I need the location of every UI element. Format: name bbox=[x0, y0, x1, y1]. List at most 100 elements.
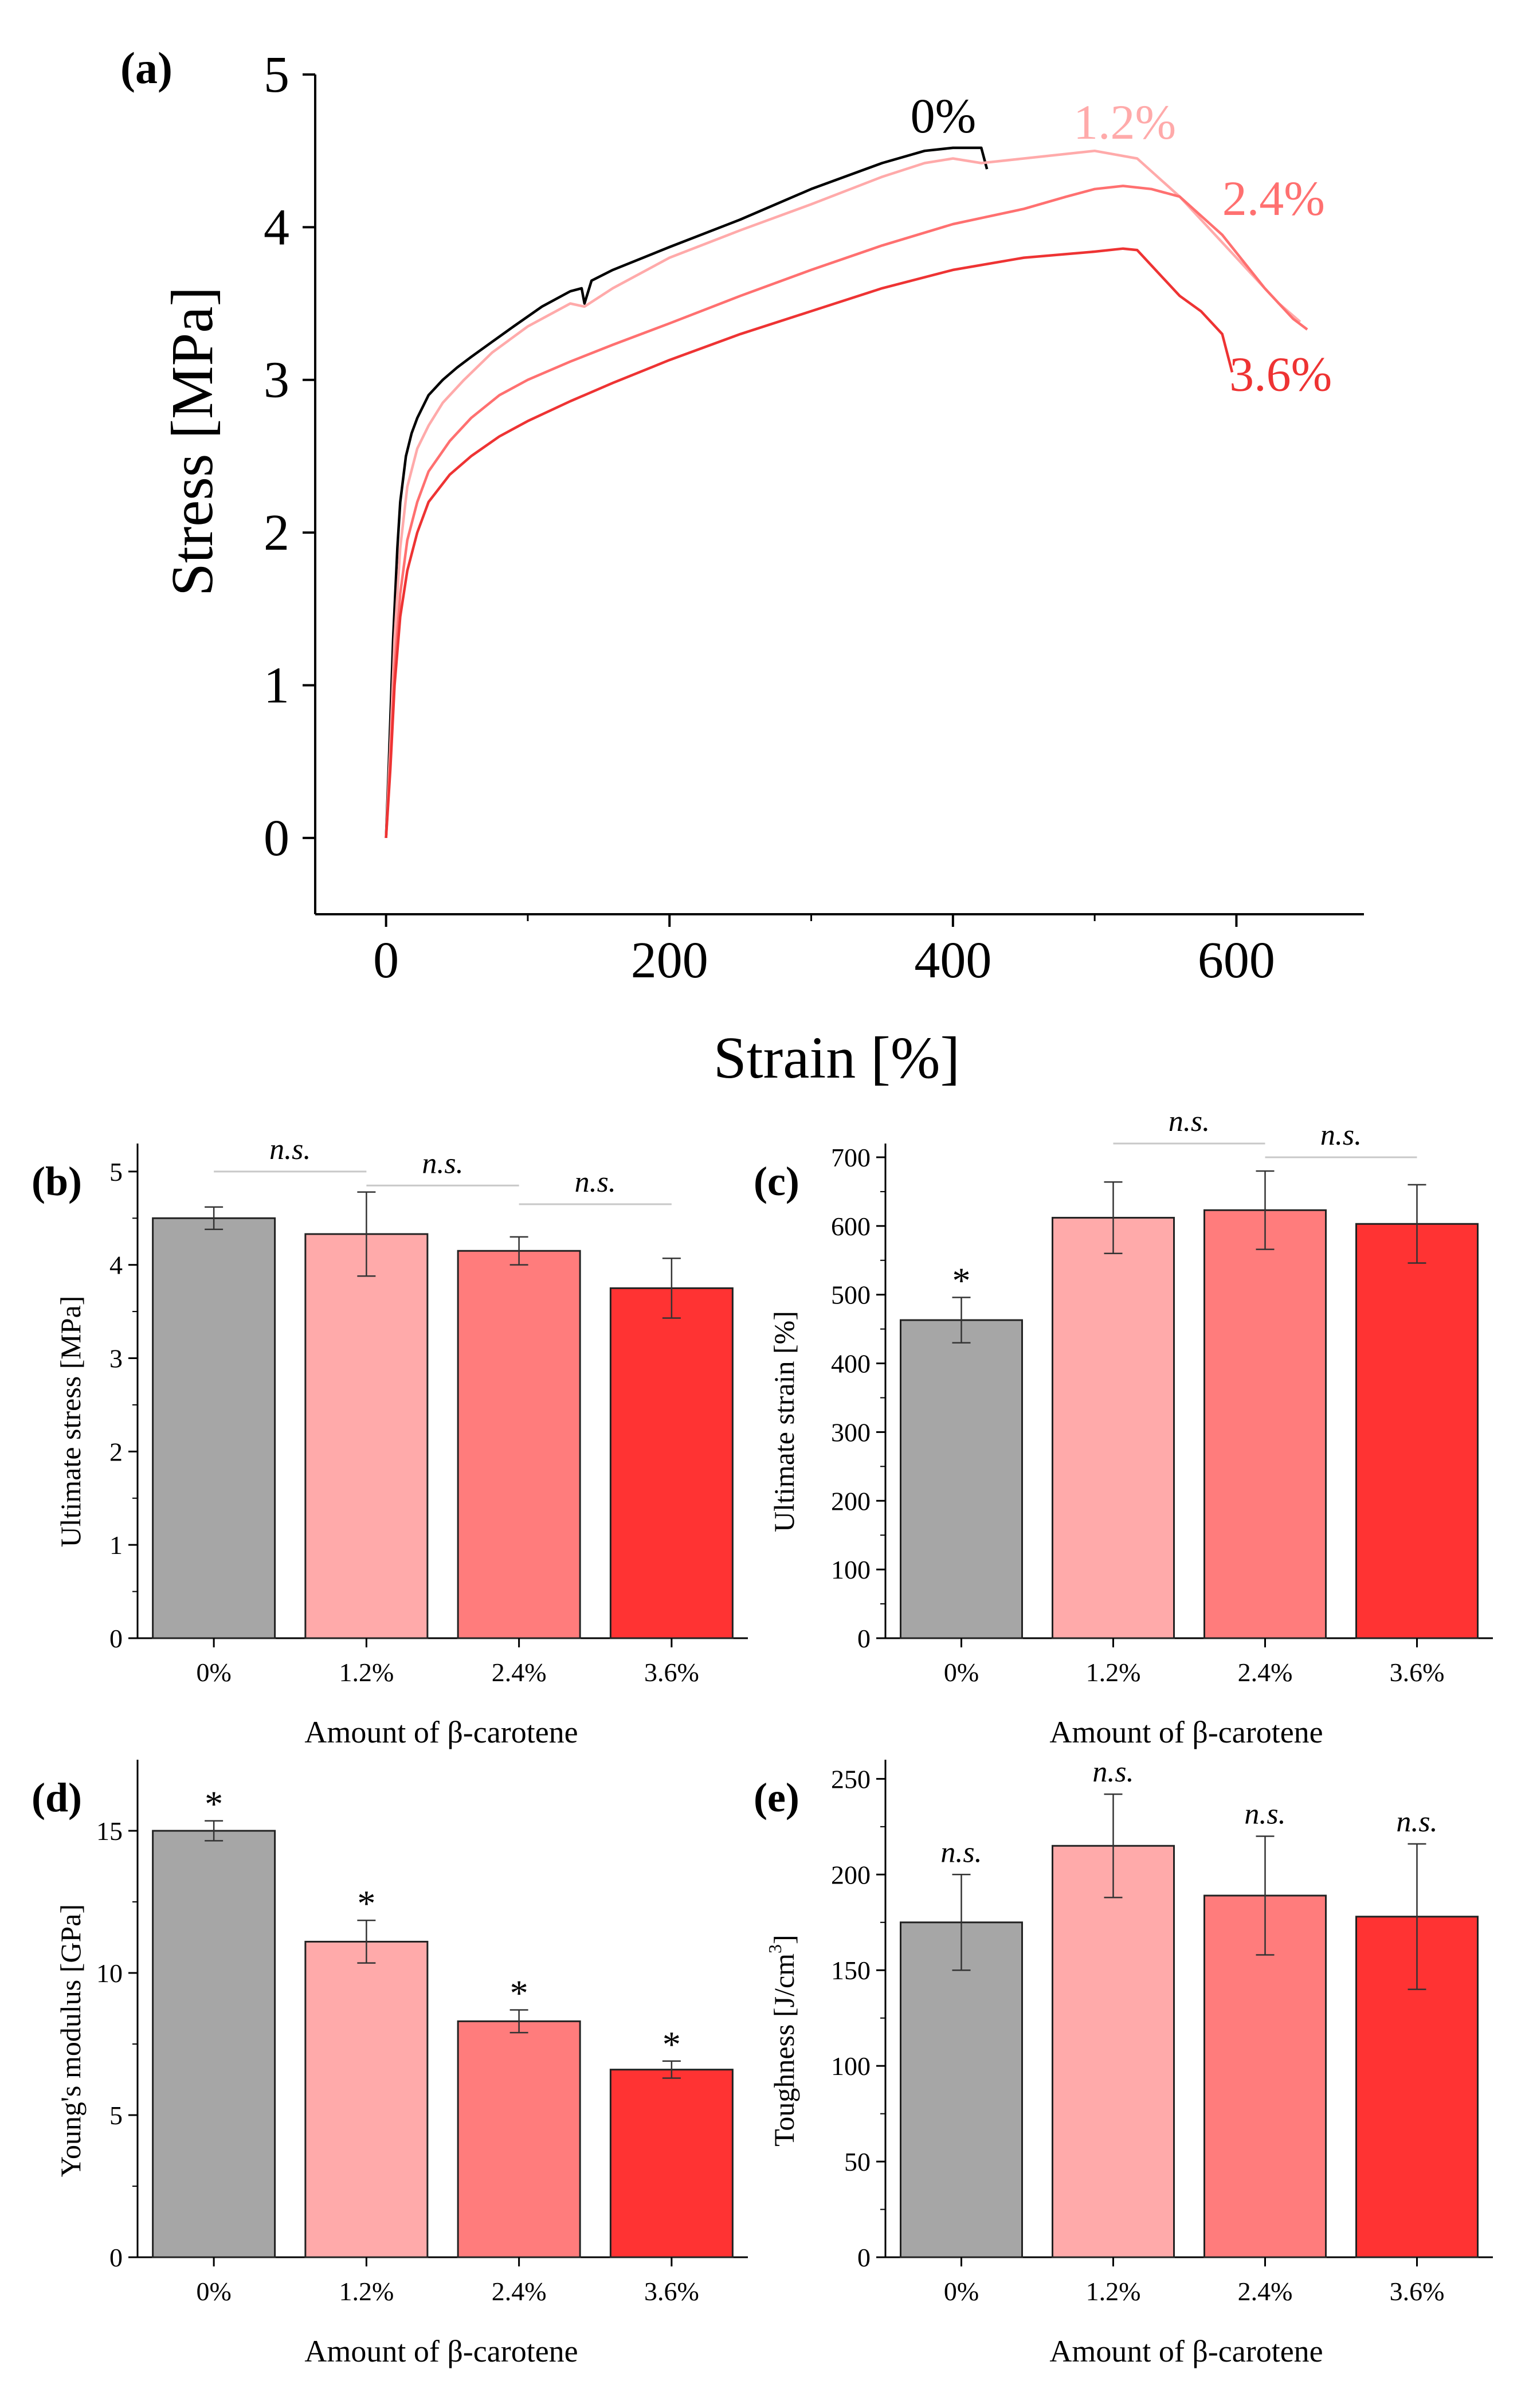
significance-star: * bbox=[952, 1260, 971, 1301]
x-tick-label: 2.4% bbox=[492, 2277, 547, 2306]
y-tick-label: 2 bbox=[109, 1437, 123, 1466]
bar bbox=[900, 1921, 1023, 2258]
panel-d-y-label: Young's modulus [GPa] bbox=[54, 1904, 87, 2177]
y-tick-label: 0 bbox=[264, 810, 289, 867]
y-tick-label: 5 bbox=[109, 2101, 123, 2130]
y-tick-label: 600 bbox=[831, 1212, 871, 1241]
y-tick-label: 50 bbox=[844, 2147, 871, 2176]
ns-annotation: n.s. bbox=[1169, 1105, 1210, 1138]
x-tick-label: 1.2% bbox=[1086, 1658, 1141, 1687]
x-tick-label: 0% bbox=[196, 1658, 231, 1687]
bar bbox=[1355, 1223, 1479, 1639]
ns-annotation: n.s. bbox=[940, 1836, 982, 1869]
bar bbox=[609, 2069, 734, 2258]
x-tick-label: 600 bbox=[1198, 932, 1275, 989]
x-tick-label: 3.6% bbox=[1390, 1658, 1445, 1687]
x-tick-label: 0% bbox=[196, 2277, 231, 2306]
y-tick-label: 3 bbox=[109, 1344, 123, 1373]
panel-c-x-label: Amount of β-carotene bbox=[1049, 1715, 1323, 1749]
y-tick-label: 400 bbox=[831, 1349, 871, 1379]
y-tick-label: 100 bbox=[831, 2051, 871, 2081]
panel-e-y-label-main: Toughness [J/cm bbox=[768, 1953, 800, 2147]
x-tick-label: 0% bbox=[944, 2277, 979, 2306]
panel-d-plot: 0 5 10 15 0% 1.2% 2.4% 3.6% * * * * bbox=[96, 1760, 748, 2306]
y-tick-label: 5 bbox=[109, 1157, 123, 1187]
stress-strain-curve bbox=[385, 146, 989, 838]
y-tick-label: 3 bbox=[264, 352, 289, 409]
x-tick-label: 0 bbox=[373, 932, 399, 989]
panel-e-y-label: Toughness [J/cm3] bbox=[764, 1935, 800, 2146]
ns-annotation: n.s. bbox=[422, 1147, 463, 1180]
panel-c-plot: 0 100 200 300 400 500 600 700 0% 1.2% 2.4% 3.6% * n.s… bbox=[831, 1105, 1493, 1687]
ns-annotation: n.s. bbox=[575, 1166, 616, 1199]
x-tick-label: 2.4% bbox=[1238, 1658, 1293, 1687]
y-tick-label: 100 bbox=[831, 1555, 871, 1584]
bar bbox=[609, 1287, 734, 1639]
x-tick-label: 2.4% bbox=[1238, 2277, 1293, 2306]
ns-annotation: n.s. bbox=[1092, 1756, 1134, 1788]
y-tick-label: 4 bbox=[109, 1251, 123, 1280]
bar bbox=[1203, 1894, 1327, 2258]
y-tick-label: 15 bbox=[96, 1816, 123, 1846]
x-tick-label: 200 bbox=[631, 932, 708, 989]
y-tick-label: 500 bbox=[831, 1281, 871, 1310]
curve-label: 1.2% bbox=[1073, 95, 1176, 150]
y-tick-label: 0 bbox=[857, 1624, 871, 1653]
bar bbox=[304, 1233, 429, 1639]
panel-b-x-label: Amount of β-carotene bbox=[304, 1715, 578, 1749]
x-tick-label: 3.6% bbox=[644, 2277, 699, 2306]
bar bbox=[152, 1830, 276, 2258]
bar bbox=[1052, 1216, 1175, 1639]
panel-e: (e) Toughness [J/cm3] Amount of β-carote… bbox=[754, 1756, 1493, 2368]
y-tick-label: 0 bbox=[109, 2243, 123, 2272]
panel-e-y-label-end: ] bbox=[768, 1935, 800, 1944]
curve-label: 2.4% bbox=[1222, 171, 1325, 226]
panel-e-y-label-sup: 3 bbox=[764, 1944, 785, 1953]
significance-star: * bbox=[205, 1784, 223, 1824]
significance-star: * bbox=[357, 1883, 375, 1924]
y-tick-label: 300 bbox=[831, 1418, 871, 1447]
bar bbox=[152, 1217, 276, 1639]
panel-b: (b) Ultimate stress [MPa] Amount of β-ca… bbox=[32, 1133, 748, 1749]
y-tick-label: 250 bbox=[831, 1764, 871, 1794]
curve-label: 0% bbox=[911, 88, 977, 143]
panel-c-y-label: Ultimate strain [%] bbox=[768, 1311, 800, 1532]
ns-annotation: n.s. bbox=[1396, 1806, 1437, 1838]
panel-a-axes bbox=[314, 75, 1364, 915]
y-tick-label: 0 bbox=[857, 2243, 871, 2272]
y-tick-label: 700 bbox=[831, 1143, 871, 1172]
panel-a-x-ticks: 0 200 400 600 bbox=[373, 914, 1275, 989]
panel-b-plot: 0 1 2 3 4 5 0% 1.2% 2.4% 3.6% n.s. n.s. n.s. bbox=[109, 1133, 748, 1687]
x-tick-label: 3.6% bbox=[644, 1658, 699, 1687]
panel-b-y-label: Ultimate stress [MPa] bbox=[54, 1296, 87, 1548]
y-tick-label: 1 bbox=[264, 657, 289, 714]
y-tick-label: 5 bbox=[264, 46, 289, 103]
x-tick-label: 0% bbox=[944, 1658, 979, 1687]
y-tick-label: 200 bbox=[831, 1486, 871, 1516]
curve-label: 3.6% bbox=[1229, 346, 1332, 401]
panel-b-label: (b) bbox=[32, 1158, 82, 1204]
x-tick-label: 1.2% bbox=[339, 2277, 394, 2306]
panel-a-label: (a) bbox=[120, 43, 172, 93]
panel-a: (a) 0 1 2 3 4 5 0 200 400 600 0% 1.2% 2.4% 3.6% Str… bbox=[120, 43, 1364, 1091]
y-tick-label: 0 bbox=[109, 1624, 123, 1653]
bar bbox=[304, 1940, 429, 2258]
panel-e-label: (e) bbox=[754, 1775, 799, 1820]
bar bbox=[1203, 1209, 1327, 1639]
bar bbox=[1052, 1845, 1175, 2258]
panel-a-curve-labels: 0% 1.2% 2.4% 3.6% bbox=[911, 88, 1332, 401]
ns-annotation: n.s. bbox=[1320, 1119, 1362, 1152]
panel-e-x-label: Amount of β-carotene bbox=[1049, 2334, 1323, 2368]
y-tick-label: 4 bbox=[264, 199, 289, 256]
stress-strain-curve bbox=[385, 185, 1308, 838]
significance-star: * bbox=[510, 1972, 528, 2013]
y-tick-label: 200 bbox=[831, 1860, 871, 1889]
bar bbox=[457, 2020, 581, 2258]
panel-d-label: (d) bbox=[32, 1775, 82, 1820]
panel-c: (c) Ultimate strain [%] Amount of β-caro… bbox=[754, 1105, 1493, 1749]
panel-a-curves bbox=[385, 146, 1308, 838]
stress-strain-curve bbox=[385, 247, 1234, 838]
ns-annotation: n.s. bbox=[269, 1133, 311, 1166]
stress-strain-curve bbox=[385, 149, 1301, 838]
panel-e-plot: 0 50 100 150 200 250 0% 1.2% 2.4% 3.6% n.s. n.s. n.s… bbox=[831, 1756, 1493, 2306]
